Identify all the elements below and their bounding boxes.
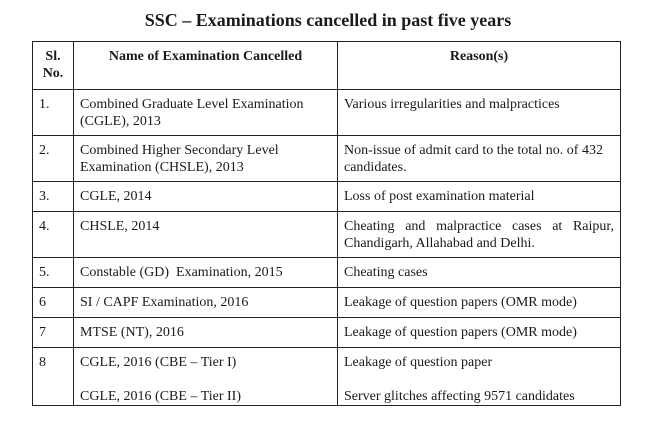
row-sl-no: 3.: [32, 181, 74, 212]
row-reason: Various irregularities and malpractices: [337, 89, 621, 136]
row-exam-name: MTSE (NT), 2016: [73, 317, 338, 348]
row-reason: Leakage of question paper Server glitche…: [337, 347, 621, 406]
table-row: 4. CHSLE, 2014 Cheating and malpractice …: [32, 211, 621, 258]
cancelled-exams-table: Sl. No. Name of Examination Cancelled Re…: [32, 41, 621, 406]
row-reason: Cheating cases: [337, 257, 621, 288]
row-sl-no: 5.: [32, 257, 74, 288]
row-reason: Leakage of question papers (OMR mode): [337, 317, 621, 348]
table-row: 3. CGLE, 2014 Loss of post examination m…: [32, 181, 621, 212]
row-sl-no: 6: [32, 287, 74, 318]
row-exam-name-tier1: CGLE, 2016 (CBE – Tier I): [80, 355, 237, 370]
header-exam-name: Name of Examination Cancelled: [73, 41, 338, 90]
row-sl-no: 1.: [32, 89, 74, 136]
row-sl-no: 4.: [32, 211, 74, 258]
row-exam-name: SI / CAPF Examination, 2016: [73, 287, 338, 318]
table-row: 8 CGLE, 2016 (CBE – Tier I) CGLE, 2016 (…: [32, 347, 621, 406]
header-sl-line2: No.: [42, 66, 64, 81]
header-reason: Reason(s): [337, 41, 621, 90]
row-reason: Non-issue of admit card to the total no.…: [337, 135, 621, 182]
row-exam-name: Combined Higher Secondary Level Examinat…: [73, 135, 338, 182]
row-exam-name: CHSLE, 2014: [73, 211, 338, 258]
header-sl-no: Sl. No.: [32, 41, 74, 90]
row-reason: Leakage of question papers (OMR mode): [337, 287, 621, 318]
row-reason-tier1: Leakage of question paper: [344, 355, 493, 370]
document-title: SSC – Examinations cancelled in past fiv…: [144, 10, 512, 30]
row-exam-name-tier2: CGLE, 2016 (CBE – Tier II): [80, 389, 241, 404]
table-row: 1. Combined Graduate Level Examination (…: [32, 89, 621, 136]
row-sl-no: 8: [32, 347, 74, 406]
row-reason: Cheating and malpractice cases at Raipur…: [337, 211, 621, 258]
row-sl-no: 7: [32, 317, 74, 348]
row-exam-name: CGLE, 2016 (CBE – Tier I) CGLE, 2016 (CB…: [73, 347, 338, 406]
row-reason: Loss of post examination material: [337, 181, 621, 212]
table-row: 6 SI / CAPF Examination, 2016 Leakage of…: [32, 287, 621, 318]
row-exam-name: Combined Graduate Level Examination (CGL…: [73, 89, 338, 136]
header-sl-line1: Sl.: [45, 49, 61, 64]
row-exam-name: CGLE, 2014: [73, 181, 338, 212]
table-row: 7 MTSE (NT), 2016 Leakage of question pa…: [32, 317, 621, 348]
table-row: 5. Constable (GD) Examination, 2015 Chea…: [32, 257, 621, 288]
table-row: 2. Combined Higher Secondary Level Exami…: [32, 135, 621, 182]
row-reason-tier2: Server glitches affecting 9571 candidate…: [344, 389, 575, 404]
table-header-row: Sl. No. Name of Examination Cancelled Re…: [32, 41, 621, 90]
row-sl-no: 2.: [32, 135, 74, 182]
row-exam-name: Constable (GD) Examination, 2015: [73, 257, 338, 288]
